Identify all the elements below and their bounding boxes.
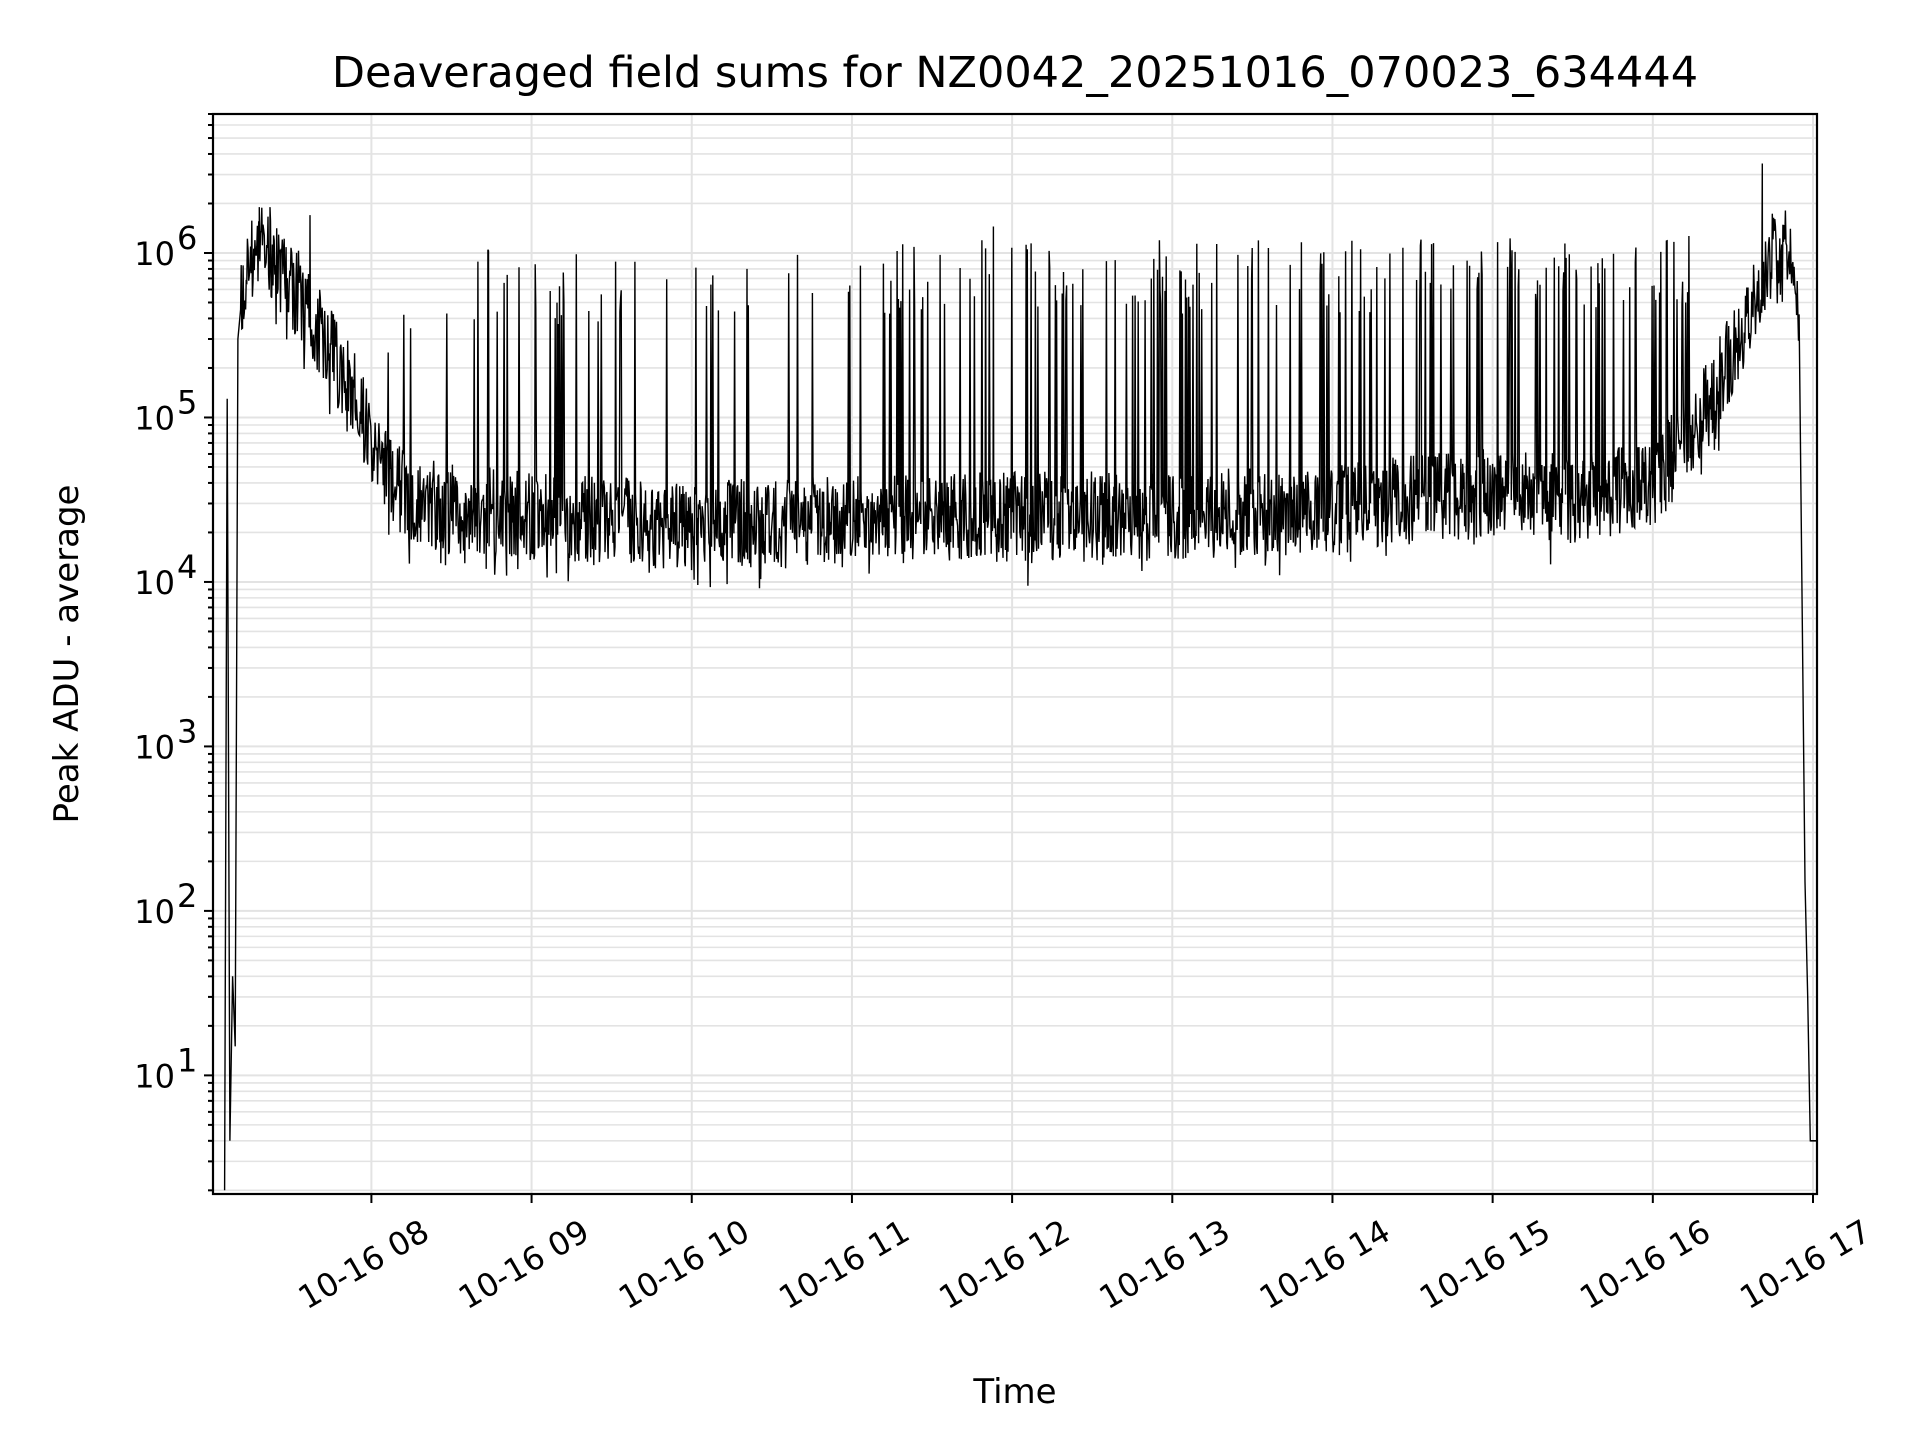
series-line-path xyxy=(223,163,1816,1191)
chart-title: Deaveraged field sums for NZ0042_2025101… xyxy=(332,48,1698,98)
y-tick-exponent: 4 xyxy=(177,548,197,586)
y-tick-exponent: 1 xyxy=(177,1041,197,1079)
x-axis-title: Time xyxy=(972,1372,1056,1412)
y-tick-label: 10 xyxy=(134,235,175,273)
y-tick-label: 10 xyxy=(134,893,175,931)
y-tick-exponent: 2 xyxy=(177,877,197,915)
y-axis-title: Peak ADU - average xyxy=(47,485,87,824)
y-tick-label: 10 xyxy=(134,399,175,437)
y-tick-exponent: 5 xyxy=(177,383,197,421)
y-tick-exponent: 6 xyxy=(177,219,197,257)
y-tick-label: 10 xyxy=(134,1057,175,1095)
y-tick-label: 10 xyxy=(134,728,175,766)
y-tick-exponent: 3 xyxy=(177,712,197,750)
y-tick-label: 10 xyxy=(134,564,175,602)
series-line xyxy=(223,163,1817,1191)
plot-frame xyxy=(211,112,1819,1196)
